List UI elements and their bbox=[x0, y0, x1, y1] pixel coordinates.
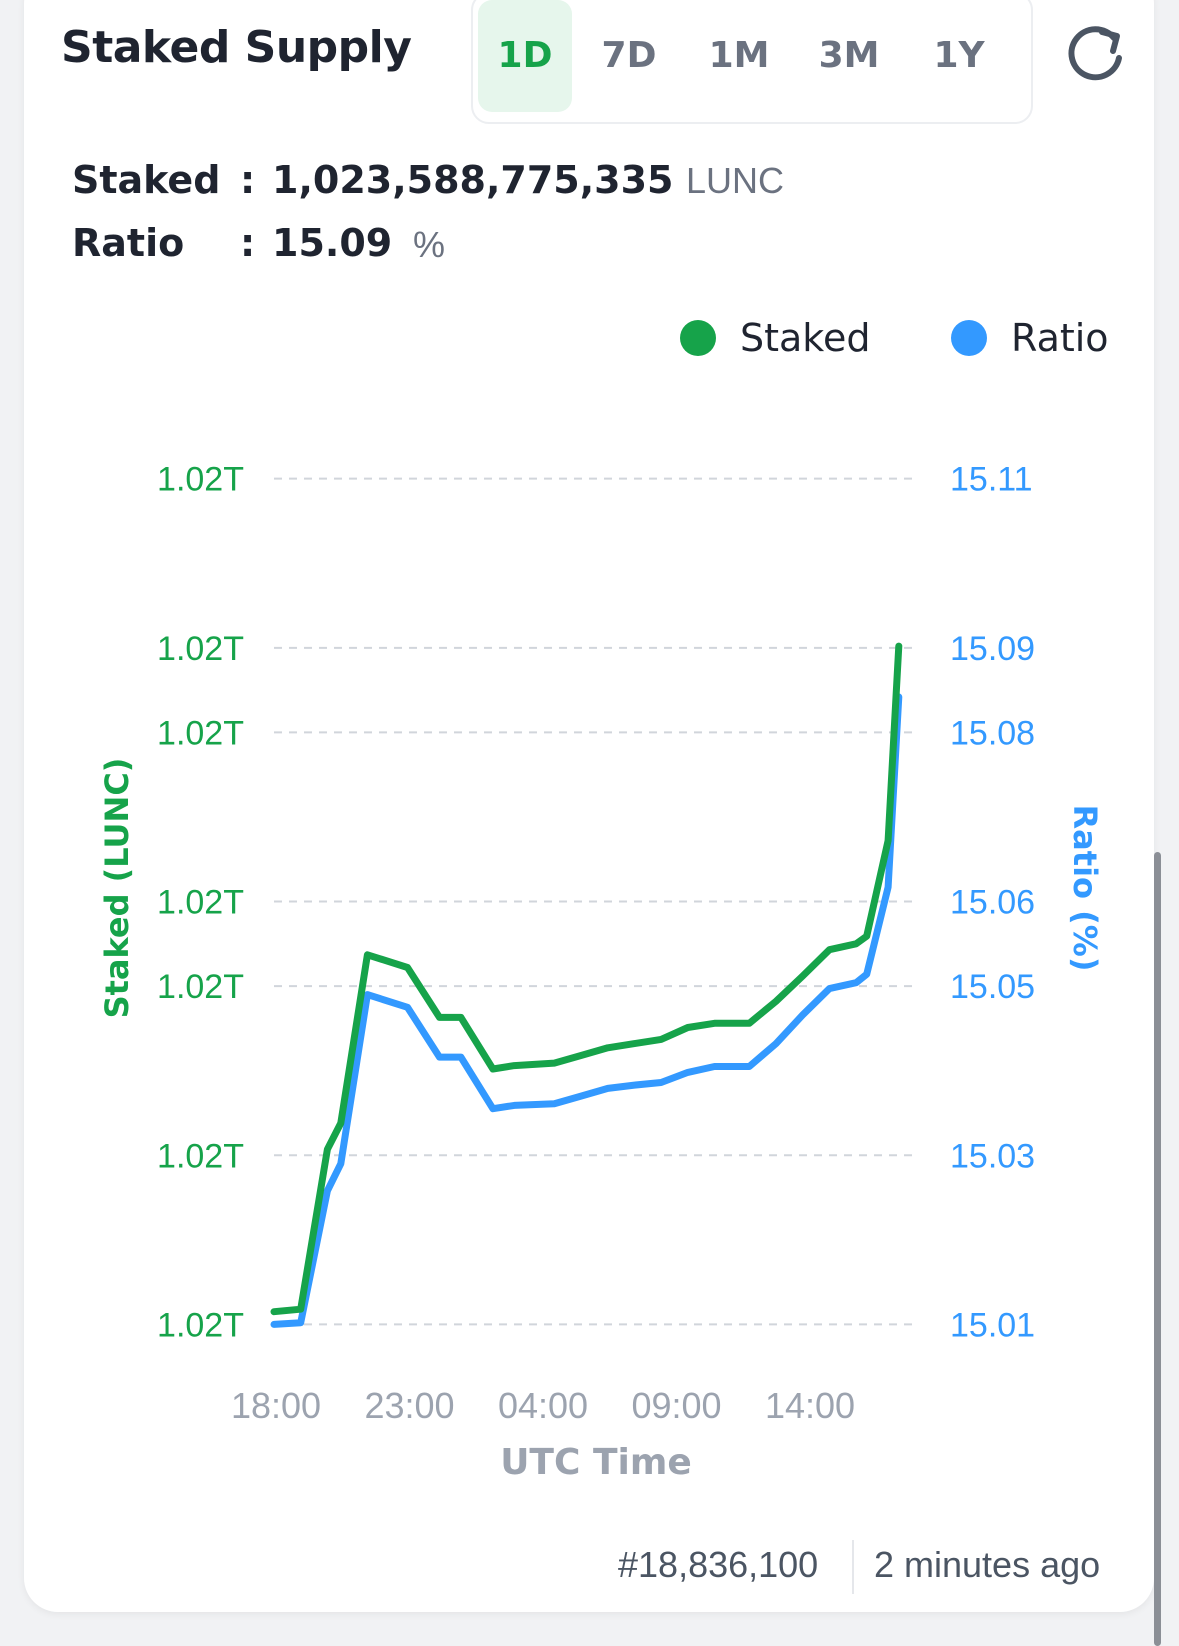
left-tick-label: 1.02T bbox=[157, 884, 244, 922]
staked-value: 1,023,588,775,335 bbox=[272, 158, 674, 202]
left-tick-label: 1.02T bbox=[157, 1137, 244, 1175]
right-tick-label: 15.08 bbox=[950, 714, 1035, 752]
ratio-unit: % bbox=[413, 224, 446, 265]
right-tick-label: 15.01 bbox=[950, 1306, 1035, 1344]
left-tick-label: 1.02T bbox=[157, 714, 244, 752]
range-3m-button[interactable]: 3M bbox=[818, 35, 880, 76]
legend-ratio-label: Ratio bbox=[1011, 316, 1109, 360]
staked-label: Staked bbox=[72, 158, 221, 202]
scrollbar[interactable] bbox=[1154, 852, 1161, 1646]
staked-unit: LUNC bbox=[686, 160, 785, 201]
range-1d-button[interactable]: 1D bbox=[478, 0, 572, 112]
staked-ratio-chart: 1.02T 15.11 1.02T 15.09 1.02T 15.08 1.02T 15.06… bbox=[98, 461, 1104, 1483]
range-1y-button[interactable]: 1Y bbox=[933, 35, 985, 76]
left-tick-label: 1.02T bbox=[157, 630, 244, 668]
footer-divider bbox=[852, 1540, 854, 1594]
staked-separator: : bbox=[240, 158, 256, 202]
x-axis-title: UTC Time bbox=[500, 1442, 692, 1483]
last-updated: 2 minutes ago bbox=[874, 1544, 1101, 1585]
right-tick-label: 15.06 bbox=[950, 884, 1035, 922]
legend-staked-dot bbox=[680, 320, 716, 356]
right-tick-label: 15.09 bbox=[950, 630, 1035, 668]
range-7d-button[interactable]: 7D bbox=[601, 35, 657, 76]
ratio-separator: : bbox=[240, 221, 256, 265]
right-tick-label: 15.11 bbox=[950, 461, 1033, 499]
right-tick-label: 15.03 bbox=[950, 1137, 1035, 1175]
left-tick-label: 1.02T bbox=[157, 461, 244, 499]
left-tick-label: 1.02T bbox=[157, 968, 244, 1006]
legend-ratio[interactable]: Ratio bbox=[951, 316, 1109, 360]
refresh-icon[interactable] bbox=[1062, 22, 1128, 88]
x-tick-label: 09:00 bbox=[631, 1385, 721, 1426]
ratio-value: 15.09 bbox=[272, 221, 393, 265]
page-title: Staked Supply bbox=[61, 22, 412, 73]
legend-staked-label: Staked bbox=[740, 316, 871, 360]
x-tick-label: 14:00 bbox=[765, 1385, 855, 1426]
ratio-series-line bbox=[270, 693, 903, 1328]
right-axis-title: Ratio (%) bbox=[1066, 805, 1104, 972]
left-tick-label: 1.02T bbox=[157, 1306, 244, 1344]
x-tick-label: 23:00 bbox=[364, 1385, 454, 1426]
staked-series-line bbox=[270, 642, 903, 1316]
left-axis-title: Staked (LUNC) bbox=[98, 758, 136, 1019]
block-height: #18,836,100 bbox=[618, 1544, 819, 1585]
staked-supply-card bbox=[24, 0, 1154, 1612]
right-tick-label: 15.05 bbox=[950, 968, 1035, 1006]
ratio-label: Ratio bbox=[72, 221, 185, 265]
legend-ratio-dot bbox=[951, 320, 987, 356]
x-tick-label: 18:00 bbox=[231, 1385, 321, 1426]
x-tick-label: 04:00 bbox=[498, 1385, 588, 1426]
range-1m-button[interactable]: 1M bbox=[708, 35, 770, 76]
legend-staked[interactable]: Staked bbox=[680, 316, 870, 360]
